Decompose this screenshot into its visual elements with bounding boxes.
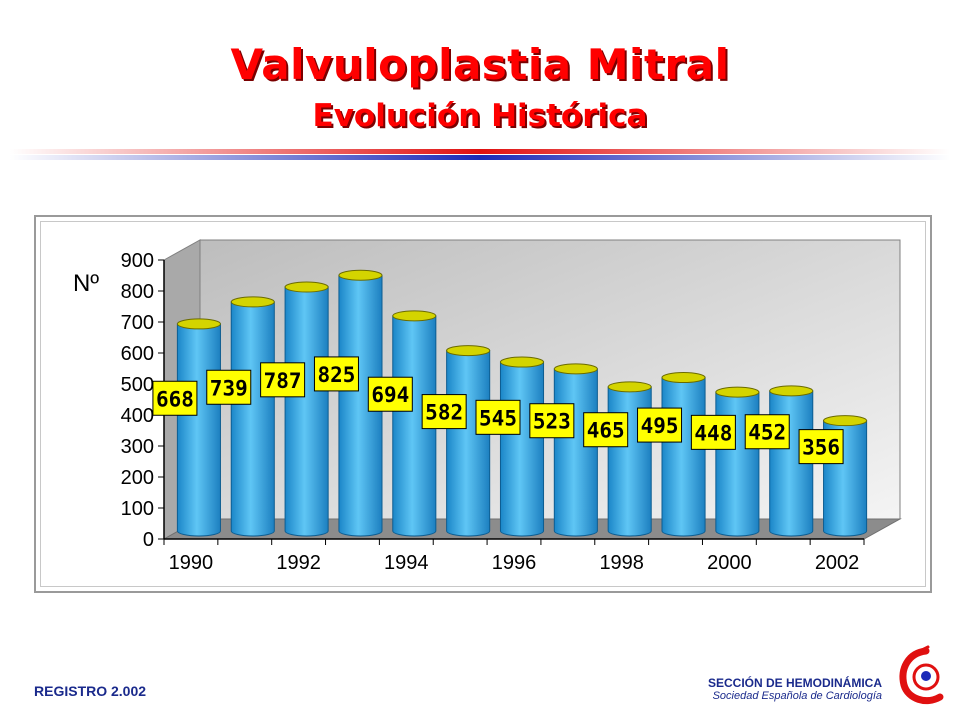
bar-top	[230, 296, 275, 308]
bar-1991	[230, 296, 275, 537]
x-tick-label: 1990	[169, 552, 214, 574]
data-label-box	[313, 356, 359, 392]
bar-body	[499, 361, 545, 537]
slide-subtitle: Evolución Histórica	[312, 98, 648, 134]
data-label-box	[475, 399, 521, 435]
society-name: Sociedad Española de Cardiología	[712, 690, 882, 702]
data-label-box	[583, 412, 629, 448]
data-label-box	[798, 429, 844, 465]
bar-1996	[499, 356, 545, 537]
data-label-box	[421, 394, 467, 430]
bar-1999	[661, 372, 706, 537]
bar-top	[715, 386, 760, 398]
bar-1994	[392, 310, 437, 537]
bar-top	[553, 363, 598, 375]
x-tick-label: 2002	[815, 552, 860, 574]
data-label: 739	[210, 376, 248, 400]
society-logo-icon	[899, 645, 944, 704]
bar-2000	[715, 386, 760, 537]
data-label: 582	[425, 401, 463, 425]
data-label: 465	[587, 419, 625, 443]
y-tick-label: 100	[121, 498, 154, 520]
bar-top	[446, 345, 491, 357]
y-tick-label: 200	[121, 467, 154, 489]
bar-top	[607, 381, 652, 393]
y-tick-label: 0	[143, 529, 154, 551]
bar-top	[661, 372, 706, 384]
x-tick-label: 1996	[492, 552, 537, 574]
data-label: 668	[156, 387, 194, 411]
bar-body	[230, 301, 275, 537]
y-tick-label: 700	[121, 312, 154, 334]
bar-body	[553, 368, 598, 537]
data-label: 787	[264, 369, 302, 393]
bar-top	[392, 310, 437, 322]
bar-top	[338, 269, 383, 281]
bar-top	[499, 356, 545, 368]
title-divider	[10, 149, 950, 160]
x-tick-label: 2000	[707, 552, 752, 574]
data-label-box	[637, 407, 683, 443]
data-label-box	[152, 380, 198, 416]
y-tick-label: 600	[121, 343, 154, 365]
data-label: 545	[479, 406, 517, 430]
bar-chart: 0 100 200 300 400 500 600 700 800 900 Nº 1990 1992 19…	[73, 239, 902, 574]
bar-body	[446, 350, 491, 537]
bar-1993	[338, 269, 383, 537]
y-axis-title: Nº	[73, 270, 99, 297]
y-tick-label: 300	[121, 436, 154, 458]
section-credit: SECCIÓN DE HEMODINÁMICA Sociedad Español…	[708, 676, 882, 702]
data-label-box	[744, 414, 790, 450]
bar-body	[338, 274, 383, 537]
data-label-box	[260, 362, 306, 398]
x-tick-label: 1994	[384, 552, 429, 574]
data-label: 694	[371, 383, 409, 407]
data-label-box	[690, 414, 736, 450]
data-label-box	[367, 376, 413, 412]
bar-top	[284, 281, 329, 293]
data-label: 356	[802, 436, 840, 460]
bar-top	[823, 415, 868, 427]
bar-body	[392, 315, 437, 537]
bar-body	[661, 377, 706, 537]
data-label-box	[206, 369, 252, 405]
bar-1998	[607, 381, 652, 537]
x-tick-label: 1998	[599, 552, 644, 574]
data-label: 523	[533, 410, 571, 434]
data-label-box	[529, 403, 575, 439]
data-label: 825	[317, 363, 355, 387]
bar-top	[769, 385, 814, 397]
bar-body	[176, 323, 221, 537]
bar-1995	[446, 345, 491, 537]
bar-body	[284, 286, 329, 537]
bar-1997	[553, 363, 598, 537]
y-tick-label: 800	[121, 281, 154, 303]
data-label: 452	[748, 421, 786, 445]
data-label: 495	[641, 414, 679, 438]
x-tick-label: 1992	[276, 552, 321, 574]
bar-body	[715, 391, 760, 537]
bar-1992	[284, 281, 329, 537]
section-name: SECCIÓN DE HEMODINÁMICA	[707, 676, 882, 690]
y-tick-label: 500	[121, 374, 154, 396]
y-tick-label: 900	[121, 250, 154, 272]
bar-1990	[176, 318, 221, 537]
bar-top	[176, 318, 221, 330]
registry-label: REGISTRO 2.002	[34, 683, 147, 699]
data-label: 448	[694, 421, 732, 445]
y-tick-label: 400	[121, 405, 154, 427]
slide-title: Valvuloplastia Mitral	[230, 40, 730, 89]
